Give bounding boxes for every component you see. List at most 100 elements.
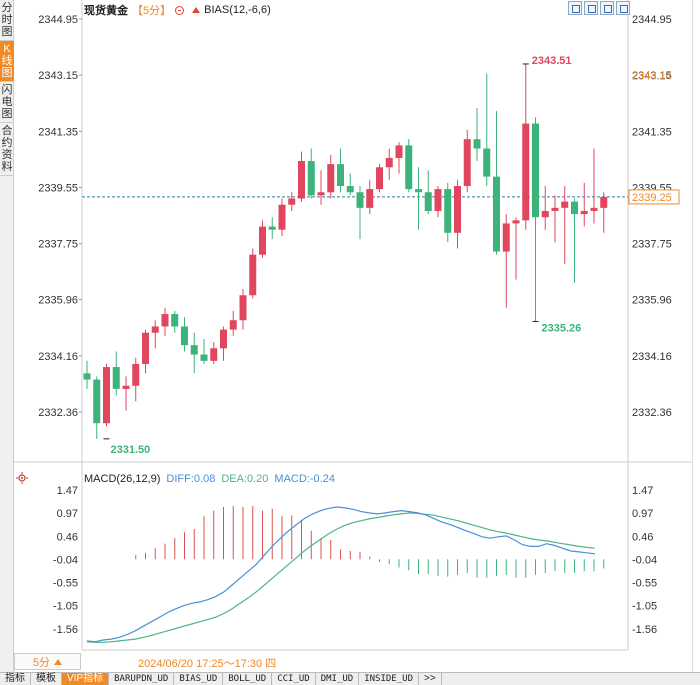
candle-body — [571, 201, 578, 215]
price-tick-label-left: 2339.55 — [38, 183, 78, 195]
price-tick-label-right: 2341.35 — [632, 126, 672, 138]
candle-body — [132, 363, 140, 386]
candle-body — [151, 326, 159, 333]
price-tick-label-left: 2332.36 — [38, 407, 78, 419]
low-annotation-right: 2335.26 — [542, 322, 582, 334]
macd-tick-label-right: 1.47 — [632, 485, 653, 497]
price-tick-label-left: 2337.75 — [38, 239, 78, 251]
price-axis-left: 2344.95 2343.15 2341.35 2339.55 2337.75 2335.… — [38, 14, 82, 419]
candle-body — [522, 123, 530, 221]
price-tick-label-right: 2334.16 — [632, 351, 672, 363]
price-annotations: 2343.51 2331.50 2335.26 — [103, 55, 582, 456]
candle-body — [415, 189, 422, 193]
candle-body — [327, 164, 335, 193]
candle-body — [561, 201, 569, 208]
tab-contract-info[interactable]: 合约资料 — [0, 123, 14, 176]
tab-barupdn-ud[interactable]: BARUPDN_UD — [109, 673, 175, 685]
right-scroll-edge[interactable] — [692, 0, 700, 672]
minus-circle-icon[interactable] — [175, 5, 185, 15]
tab-flash-chart[interactable]: 闪电图 — [0, 82, 14, 123]
time-range-label: 2024/06/20 17:25～17:30 四 — [138, 658, 277, 670]
macd-value: MACD:-0.24 — [274, 473, 335, 485]
macd-tick-label-left: -1.56 — [53, 624, 78, 636]
candle-body — [161, 313, 169, 327]
tab-more[interactable]: >> — [419, 673, 442, 685]
macd-header: MACD(26,12,9) DIFF:0.08 DEA:0.20 MACD:-0… — [84, 473, 335, 485]
macd-tick-label-right: -1.05 — [632, 601, 657, 613]
candle-body — [200, 354, 208, 361]
candle-body — [395, 145, 403, 158]
indicator-tab-bar: 指标 模板 VIP指标 BARUPDN_UD BIAS_UD BOLL_UD C… — [0, 672, 700, 685]
candle-body — [600, 196, 608, 208]
up-arrow-icon[interactable] — [192, 7, 201, 13]
chart-header: 现货黄金 【5分】 BIAS(12,-6,6) — [84, 3, 271, 17]
price-tick-label-right: 2343.15 — [632, 70, 672, 82]
tab-time-chart[interactable]: 分时图 — [0, 0, 14, 41]
macd-tick-label-right: 0.97 — [632, 508, 653, 520]
tab-dmi-ud[interactable]: DMI_UD — [316, 673, 360, 685]
fit-icon[interactable] — [600, 1, 614, 15]
macd-tick-label-right: 0.46 — [632, 531, 653, 543]
macd-name[interactable]: MACD(26,12,9) — [84, 473, 161, 485]
candle-body — [405, 145, 413, 190]
candle-body — [454, 186, 461, 233]
candle-body — [122, 385, 130, 389]
maximize-icon[interactable] — [616, 1, 630, 15]
candle-body — [210, 348, 218, 361]
price-tick-label-left: 2335.96 — [38, 295, 78, 307]
tab-boll-ud[interactable]: BOLL_UD — [223, 673, 273, 685]
candle-body — [356, 192, 364, 208]
candle-body — [298, 161, 305, 199]
candle-body — [112, 367, 120, 389]
tab-cci-ud[interactable]: CCI_UD — [272, 673, 316, 685]
candle-body — [317, 192, 325, 196]
grid — [14, 0, 692, 651]
candle-body — [385, 157, 393, 168]
candle-body — [268, 226, 276, 230]
tab-indicator[interactable]: 指标 — [0, 673, 31, 685]
tab-inside-ud[interactable]: INSIDE_UD — [359, 673, 419, 685]
candle-body — [463, 139, 471, 187]
tab-k-line[interactable]: K线图 — [0, 41, 14, 82]
macd-tick-label-left: 0.46 — [57, 531, 78, 543]
candle-body — [220, 329, 227, 349]
candle-body — [541, 210, 549, 218]
macd-chart — [86, 506, 605, 643]
candle-body — [493, 176, 500, 252]
candle-body — [259, 226, 266, 255]
price-tick-label-right: 2332.36 — [632, 407, 672, 419]
candle-body — [580, 210, 588, 215]
candle-body — [376, 167, 383, 190]
candle-body — [473, 139, 481, 149]
candle-body — [590, 207, 598, 211]
price-tick-label-right: 2344.95 — [632, 14, 672, 26]
indicator-label[interactable]: BIAS(12,-6,6) — [204, 4, 271, 16]
candle-body — [366, 189, 374, 208]
macd-diff-value: DIFF:0.08 — [166, 473, 216, 485]
candle-body — [142, 332, 149, 364]
zoom-out-icon[interactable] — [584, 1, 598, 15]
diff-line — [86, 506, 596, 643]
candle-body — [434, 189, 442, 211]
tab-vip-indicator[interactable]: VIP指标 — [62, 673, 110, 685]
current-price-box — [628, 189, 680, 205]
macd-dea-value: DEA:0.20 — [221, 473, 269, 485]
candle-body — [512, 220, 520, 224]
candle-body — [502, 223, 510, 252]
candle-body — [239, 295, 247, 321]
tab-template[interactable]: 模板 — [31, 673, 62, 685]
macd-tick-label-left: -0.04 — [53, 554, 78, 566]
candle-body — [288, 198, 296, 205]
period-selector[interactable]: 5分 — [14, 653, 81, 670]
price-tick-label-left: 2334.16 — [38, 351, 78, 363]
gear-icon[interactable] — [16, 472, 28, 484]
candle-body — [551, 207, 559, 211]
high-annotation: 2343.51 — [532, 55, 572, 67]
tab-bias-ud[interactable]: BIAS_UD — [174, 673, 224, 685]
candle-body — [190, 345, 198, 355]
price-tick-label-left: 2341.35 — [38, 126, 78, 138]
macd-tick-label-left: -1.05 — [53, 601, 78, 613]
zoom-in-icon[interactable] — [568, 1, 582, 15]
price-axis-right: 2344.952343.152341.352339.552337.752335.… — [628, 14, 680, 419]
